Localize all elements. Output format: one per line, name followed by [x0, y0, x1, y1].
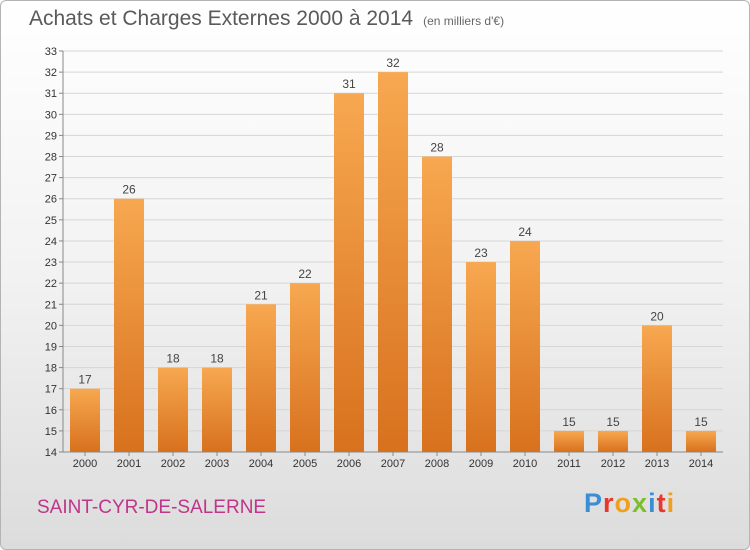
x-tick-label: 2012 [601, 458, 625, 470]
y-axis: 14 15 16 17 18 19 20 21 22 23 24 25 26 27 28 29 30 31 32 33 [45, 46, 64, 459]
x-tick-label: 2002 [161, 458, 185, 470]
bar [246, 304, 276, 452]
chart-title-text: Achats et Charges Externes 2000 à 2014 [29, 7, 414, 30]
bar [202, 367, 232, 452]
x-tick-label: 2014 [689, 458, 713, 470]
bar [510, 240, 540, 452]
data-label: 28 [430, 141, 444, 155]
bar [290, 283, 320, 452]
x-tick-label: 2008 [425, 458, 449, 470]
bar [378, 72, 408, 453]
y-tick-label: 25 [45, 215, 57, 227]
y-tick-label: 17 [45, 384, 57, 396]
y-tick-label: 15 [45, 426, 57, 438]
data-label: 24 [518, 225, 532, 239]
y-tick-label: 24 [45, 236, 57, 248]
y-tick-label: 14 [45, 447, 57, 459]
y-tick-label: 28 [45, 152, 57, 164]
bar [686, 430, 716, 452]
y-tick-label: 16 [45, 405, 57, 417]
y-tick-label: 27 [45, 173, 57, 185]
logo-letter: o [614, 488, 633, 518]
y-tick-label: 22 [45, 278, 57, 290]
logo-letter: r [603, 488, 615, 518]
y-tick-label: 18 [45, 363, 57, 375]
y-tick-label: 32 [45, 67, 57, 79]
data-label: 15 [562, 415, 576, 429]
x-tick-label: 2004 [249, 458, 273, 470]
x-tick-label: 2003 [205, 458, 229, 470]
chart-subtitle: (en milliers d'€) [423, 14, 505, 28]
bar [70, 388, 100, 452]
logo-letter: i [666, 488, 676, 518]
y-tick-label: 19 [45, 341, 57, 353]
x-axis: 2000 2001 2002 2003 2004 2005 2006 2007 2008 2009… [63, 451, 723, 470]
data-label: 31 [342, 77, 356, 91]
data-label: 18 [210, 352, 224, 366]
bar [466, 262, 496, 452]
x-tick-label: 2009 [469, 458, 493, 470]
data-label: 21 [254, 288, 268, 302]
logo-letter: i [648, 488, 657, 518]
x-tick-label: 2006 [337, 458, 361, 470]
data-label: 18 [166, 352, 180, 366]
proxiti-logo[interactable]: Proxiti [584, 488, 675, 519]
y-tick-label: 33 [45, 46, 57, 58]
x-tick-label: 2013 [645, 458, 669, 470]
bar [642, 325, 672, 452]
bar [598, 430, 628, 452]
y-tick-label: 30 [45, 109, 57, 121]
logo-letter: P [584, 488, 604, 518]
x-tick-label: 2007 [381, 458, 405, 470]
logo-letter: t [656, 488, 667, 518]
y-tick-label: 29 [45, 130, 57, 142]
data-label: 26 [122, 183, 136, 197]
data-label: 20 [650, 309, 664, 323]
chart-title: Achats et Charges Externes 2000 à 2014 (e… [29, 7, 504, 31]
x-tick-label: 2011 [557, 458, 581, 470]
bar [334, 93, 364, 453]
bar [422, 156, 452, 453]
data-label: 15 [606, 415, 620, 429]
y-tick-label: 31 [45, 88, 57, 100]
bar [554, 430, 584, 452]
data-labels: 17 26 18 18 21 22 31 32 28 23 24 15 15 20 15 [78, 56, 708, 429]
data-label: 15 [694, 415, 708, 429]
bars [70, 72, 716, 453]
y-tick-label: 20 [45, 320, 57, 332]
x-tick-label: 2000 [73, 458, 97, 470]
data-label: 22 [298, 267, 312, 281]
y-tick-label: 26 [45, 194, 57, 206]
commune-name: SAINT-CYR-DE-SALERNE [37, 497, 267, 518]
x-tick-label: 2001 [117, 458, 141, 470]
logo-letter: x [632, 488, 649, 518]
y-tick-label: 21 [45, 299, 57, 311]
bar [158, 367, 188, 452]
x-tick-label: 2005 [293, 458, 317, 470]
x-tick-label: 2010 [513, 458, 537, 470]
y-tick-label: 23 [45, 257, 57, 269]
data-label: 17 [78, 373, 92, 387]
data-label: 32 [386, 56, 400, 70]
bar [114, 198, 144, 452]
data-label: 23 [474, 246, 488, 260]
